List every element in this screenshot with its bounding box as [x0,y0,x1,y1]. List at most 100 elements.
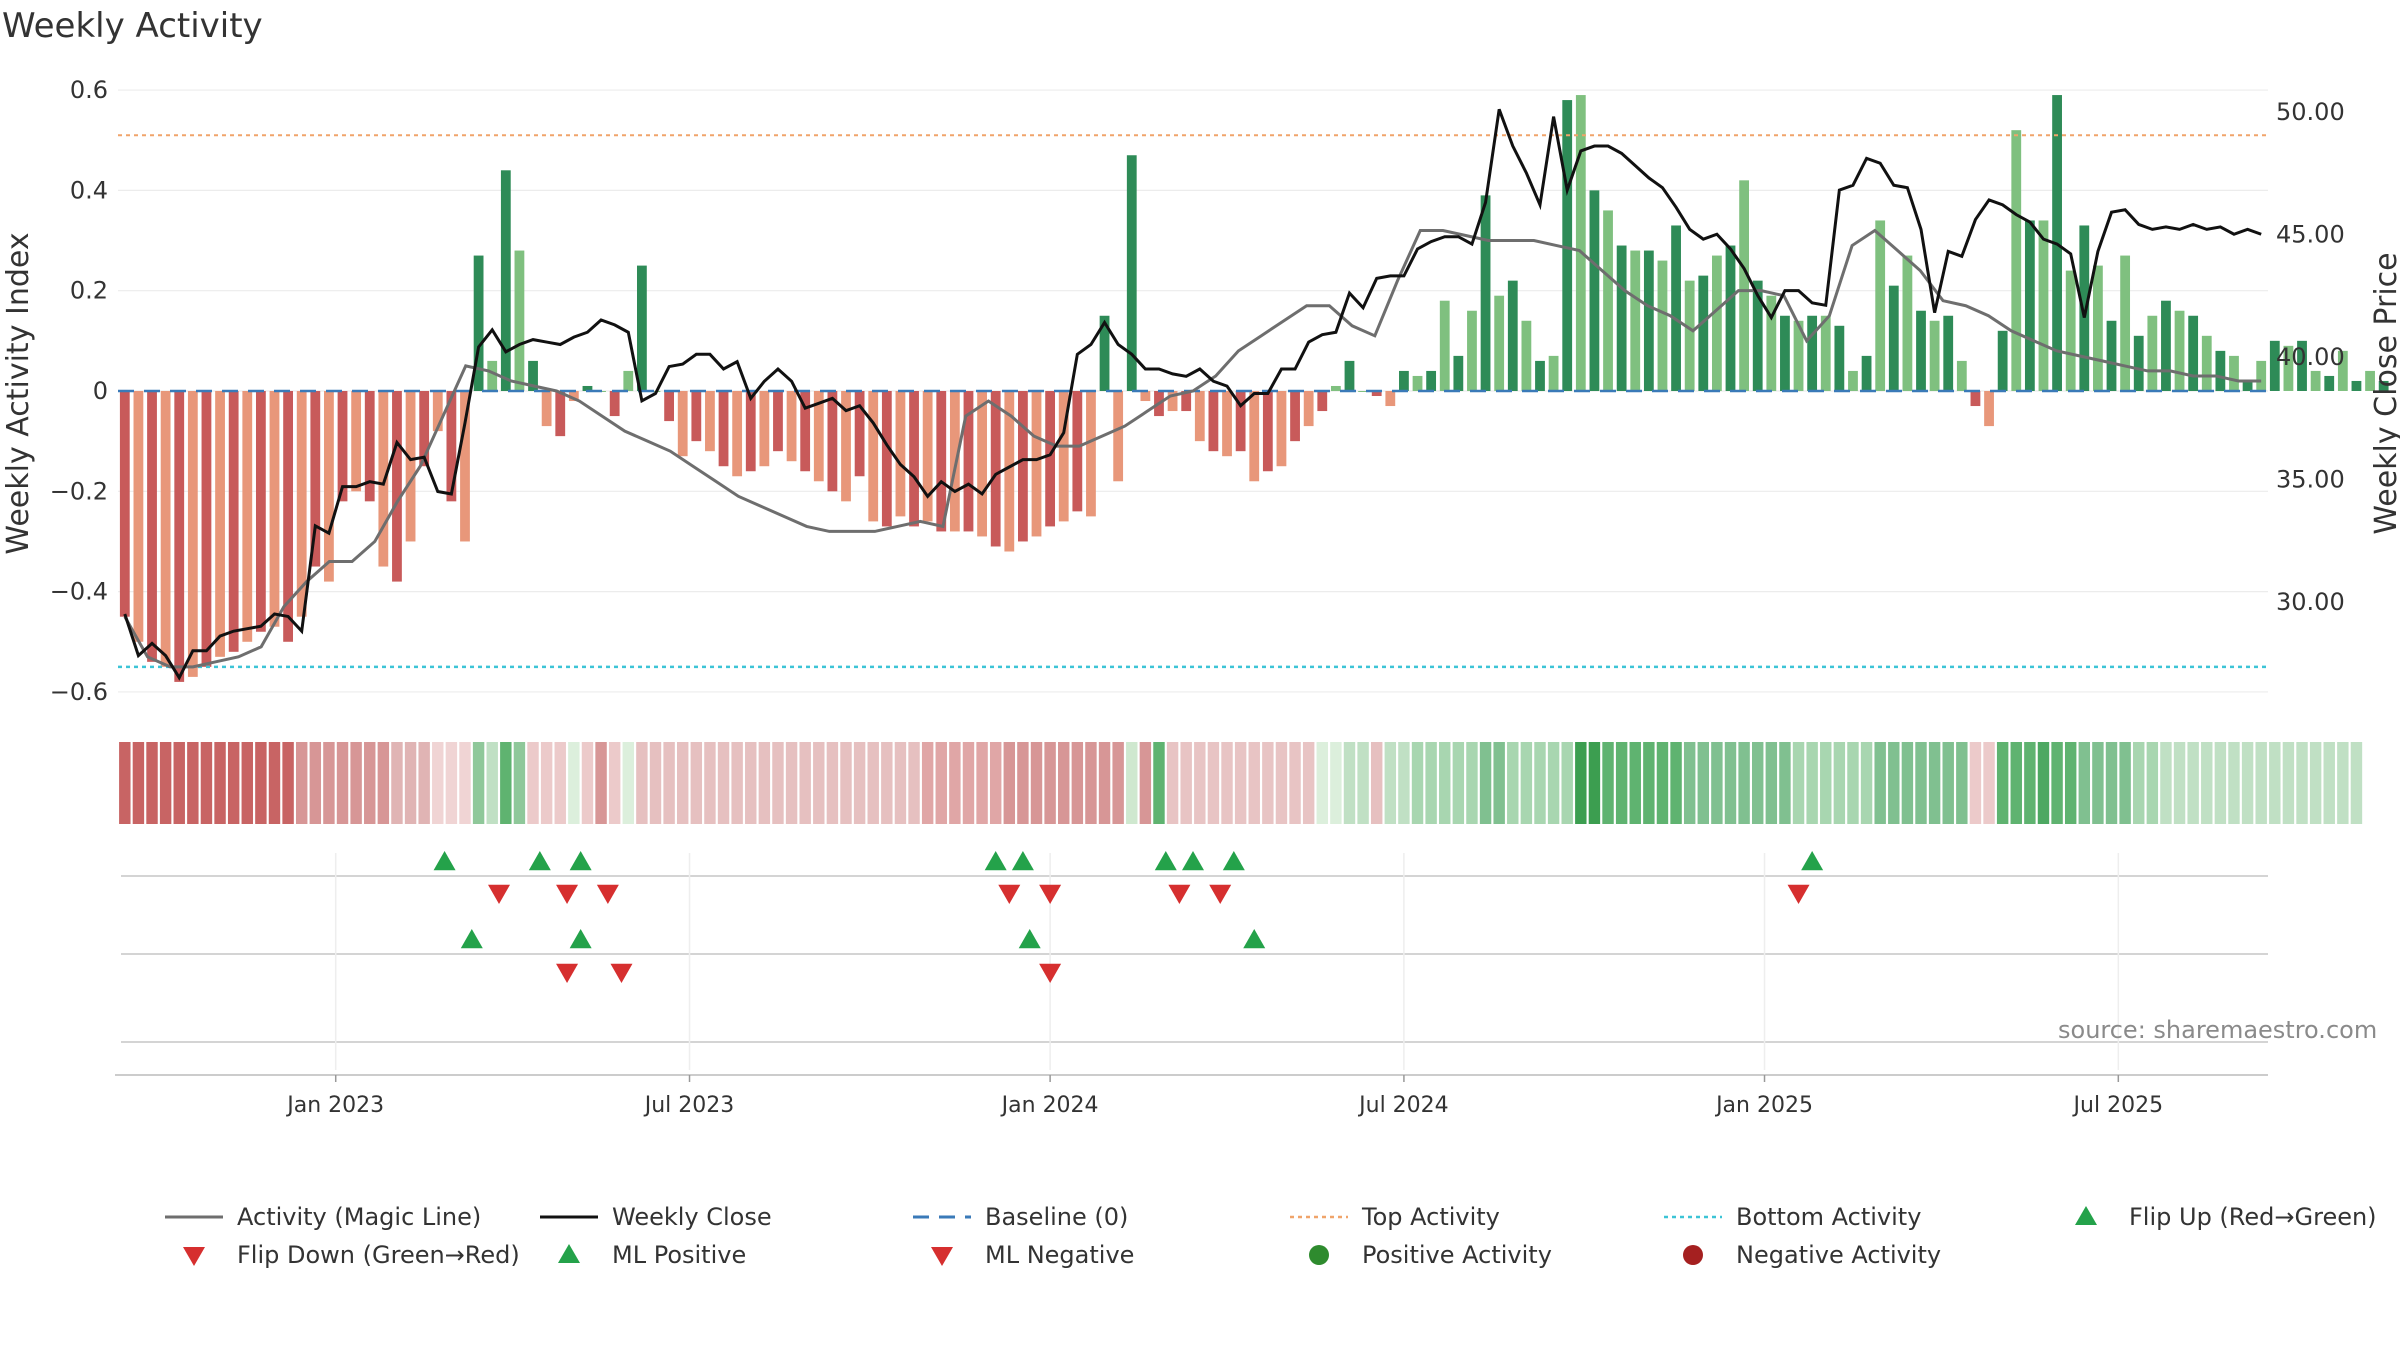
y-tick-label: 0.6 [70,76,108,104]
strip-cell [1289,742,1301,824]
activity-bar [691,390,702,442]
y2-tick-label: 50.00 [2276,98,2345,126]
activity-bar [1657,260,1668,391]
strip-cell [1357,742,1369,824]
strip-cell [1534,742,1546,824]
activity-bar [1303,390,1314,427]
activity-bar [1766,295,1777,391]
strip-cell [1928,742,1941,824]
activity-bar [705,390,715,452]
strip-cell [418,742,430,824]
strip-cell [1411,742,1424,824]
series-lines [123,108,2262,681]
ml-positive-marker [460,929,483,949]
activity-bar [2024,220,2035,391]
strip-cell [1752,742,1764,824]
strip-cell [132,742,145,824]
activity-bar [215,390,225,657]
y-tick-label: 0.2 [70,277,108,305]
strip-cell [663,742,675,824]
activity-bar [283,390,293,642]
strip-cell [1779,742,1791,824]
strip-cell [1983,742,1995,824]
activity-bar [1807,315,1818,391]
strip-cell [1969,742,1982,824]
activity-bar [732,390,743,477]
activity-bar [1317,390,1328,412]
activity-bar [936,390,947,532]
strip-cell [1466,742,1478,824]
activity-bar [2147,315,2158,391]
strip-cell [568,742,580,824]
strip-cell [1724,742,1737,824]
strip-cell [1874,742,1886,824]
activity-bar [2065,270,2076,391]
strip-cell [731,742,743,824]
strip-cell [1738,742,1750,824]
strip-cell [241,742,253,824]
activity-bar [949,390,960,532]
strip-cell [1956,742,1968,824]
strip-cell [867,742,879,824]
strip-cell [921,742,934,824]
activity-bar [745,390,756,472]
strip-cell [2119,742,2131,824]
x-tick-label: Jul 2023 [643,1093,735,1118]
flip-up-marker [1182,851,1204,871]
activity-bar [909,390,919,527]
strip-cell [1547,742,1560,824]
activity-bar [1793,320,1804,391]
strip-cell [949,742,961,824]
activity-bar [1507,280,1518,391]
activity-bar [2324,375,2335,391]
activity-bar [351,390,362,492]
activity-bar [541,390,552,427]
activity-bar [1235,390,1246,452]
activity-bar [2297,340,2307,391]
triangle-up-icon [558,1244,580,1263]
legend-label: Positive Activity [1362,1241,1552,1269]
magic-line [123,228,2262,669]
legend-label: Activity (Magic Line) [237,1203,481,1231]
strip-cell [1792,742,1805,824]
activity-bar [1140,390,1151,402]
strip-cell [364,742,376,824]
activity-bar [500,170,511,391]
flip-down-marker [1039,884,1062,904]
flip-down-marker [1787,884,1810,904]
strip-cell [1643,742,1655,824]
strip-cell [581,742,594,824]
strip-cell [1370,742,1383,824]
strip-cell [268,742,281,824]
strip-cell [1915,742,1927,824]
strip-cell [745,742,757,824]
strip-cell [894,742,907,824]
strip-cell [1439,742,1451,824]
activity-bar [977,390,987,537]
strip-cell [908,742,920,824]
strip-cell [1248,742,1260,824]
strip-cell [2350,742,2363,824]
legend-label: Weekly Close [612,1203,772,1231]
activity-bar [296,390,307,617]
activity-bar [2310,370,2321,391]
strip-cell [2255,742,2267,824]
y-tick-label: −0.6 [50,678,108,706]
strip-cell [840,742,852,824]
activity-bar [1222,390,1232,457]
strip-cell [1316,742,1328,824]
strip-cell [445,742,458,824]
activity-bar [1344,360,1355,391]
activity-bar [636,265,647,391]
triangle-up-icon [2075,1206,2097,1225]
strip-cell [2133,742,2145,824]
strip-cell [1180,742,1192,824]
activity-bar [1371,390,1382,397]
strip-cell [772,742,784,824]
strip-cell [1126,742,1138,824]
strip-cell [227,742,240,824]
strip-cell [2296,742,2308,824]
strip-cell [513,742,526,824]
y2-tick-label: 45.00 [2276,220,2345,248]
activity-bar [1004,390,1015,552]
